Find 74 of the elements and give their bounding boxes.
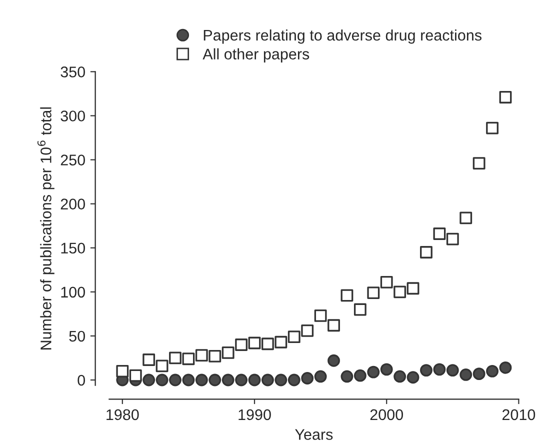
point bbox=[182, 374, 195, 386]
x-tick-label: 1990 bbox=[238, 409, 271, 420]
point bbox=[354, 369, 366, 382]
point bbox=[380, 276, 393, 288]
point bbox=[274, 374, 288, 386]
y-axis-title: Number of publications per 10$^{6}$ total bbox=[37, 107, 54, 350]
y-tick-label: 100 bbox=[61, 286, 85, 298]
point bbox=[248, 336, 261, 350]
point bbox=[142, 374, 156, 386]
point bbox=[169, 374, 182, 386]
point bbox=[288, 330, 300, 344]
point bbox=[195, 374, 208, 386]
point bbox=[301, 324, 314, 337]
point bbox=[288, 374, 300, 386]
point bbox=[406, 371, 420, 384]
point bbox=[367, 366, 380, 378]
y-tick-label: 50 bbox=[69, 330, 85, 342]
point bbox=[314, 309, 327, 322]
point bbox=[406, 282, 420, 295]
point bbox=[328, 354, 340, 367]
x-axis-title: Years bbox=[295, 429, 333, 440]
y-tick-label: 0 bbox=[78, 374, 85, 386]
point bbox=[235, 374, 248, 386]
point bbox=[433, 363, 446, 376]
point bbox=[340, 370, 354, 383]
point bbox=[420, 364, 432, 377]
y-tick-label: 200 bbox=[60, 198, 85, 210]
point bbox=[156, 374, 168, 386]
y-tick-label: 300 bbox=[60, 110, 85, 122]
legend-label: Papers relating to adverse drug reactions bbox=[204, 29, 482, 44]
point bbox=[235, 338, 248, 351]
y-tick-label: 350 bbox=[60, 66, 85, 78]
point bbox=[328, 319, 340, 332]
point bbox=[472, 368, 486, 380]
point bbox=[156, 360, 168, 372]
point bbox=[367, 286, 380, 299]
point bbox=[380, 363, 393, 376]
point bbox=[394, 286, 406, 298]
point bbox=[262, 338, 274, 350]
point bbox=[446, 232, 459, 246]
x-tick-label: 2000 bbox=[370, 409, 403, 420]
y-tick-label: 150 bbox=[61, 242, 85, 254]
point bbox=[420, 246, 432, 258]
point bbox=[446, 364, 459, 377]
point bbox=[340, 289, 354, 302]
x-tick-label: 1980 bbox=[106, 409, 139, 420]
point bbox=[195, 349, 208, 362]
point bbox=[208, 374, 222, 386]
legend-label: All other papers bbox=[202, 48, 310, 63]
point bbox=[354, 303, 366, 316]
point bbox=[433, 228, 446, 240]
point bbox=[486, 122, 498, 134]
point bbox=[129, 369, 142, 382]
point bbox=[301, 372, 314, 384]
point bbox=[486, 364, 498, 378]
x-tick-label: 2010 bbox=[502, 409, 536, 420]
point bbox=[248, 374, 261, 386]
point bbox=[499, 361, 512, 374]
point bbox=[460, 212, 472, 224]
point bbox=[222, 374, 234, 386]
point bbox=[222, 346, 234, 359]
point bbox=[460, 368, 472, 381]
point bbox=[142, 354, 156, 366]
point bbox=[182, 352, 195, 366]
point bbox=[472, 157, 486, 170]
point bbox=[262, 374, 274, 386]
y-tick-label: 250 bbox=[60, 154, 85, 166]
point bbox=[274, 336, 288, 348]
point bbox=[499, 91, 512, 104]
point bbox=[116, 364, 129, 378]
point bbox=[169, 352, 182, 364]
point bbox=[208, 350, 222, 362]
point bbox=[394, 370, 406, 383]
point bbox=[314, 370, 327, 383]
